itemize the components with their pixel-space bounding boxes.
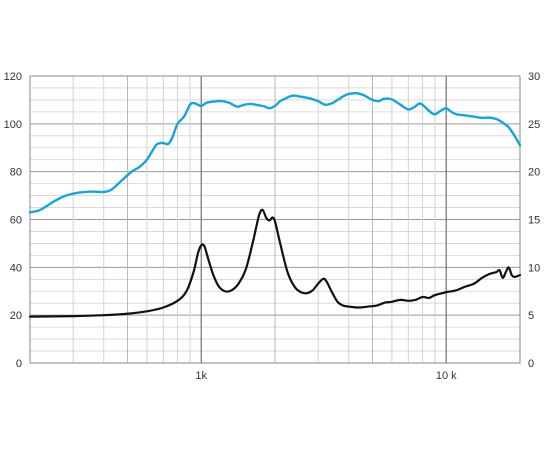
y-right-tick-label: 15 — [528, 215, 540, 227]
y-right-tick-label: 5 — [528, 310, 534, 322]
y-left-tick-label: 20 — [10, 310, 22, 322]
spl-curve — [28, 91, 522, 214]
y-right-tick-label: 0 — [528, 358, 534, 370]
x-tick-label: 1k — [195, 370, 207, 382]
impedance-curve — [28, 208, 522, 318]
y-left-tick-label: 60 — [10, 215, 22, 227]
x-tick-label: 10 k — [436, 370, 457, 382]
y-left-tick-label: 120 — [4, 71, 22, 83]
y-left-tick-label: 0 — [16, 358, 22, 370]
tick-labels: 0 20 40 60 80 100 120 0 5 10 15 20 25 30 1k 10 k — [4, 71, 541, 382]
plot-frame — [29, 75, 521, 364]
y-right-tick-label: 30 — [528, 71, 540, 83]
y-right-tick-label: 20 — [528, 167, 540, 179]
y-left-tick-label: 100 — [4, 119, 22, 131]
y-left-tick-label: 40 — [10, 262, 22, 274]
y-right-tick-label: 10 — [528, 262, 540, 274]
y-left-tick-label: 80 — [10, 167, 22, 179]
grid — [29, 75, 521, 364]
y-right-tick-label: 25 — [528, 119, 540, 131]
data-series — [28, 91, 522, 318]
